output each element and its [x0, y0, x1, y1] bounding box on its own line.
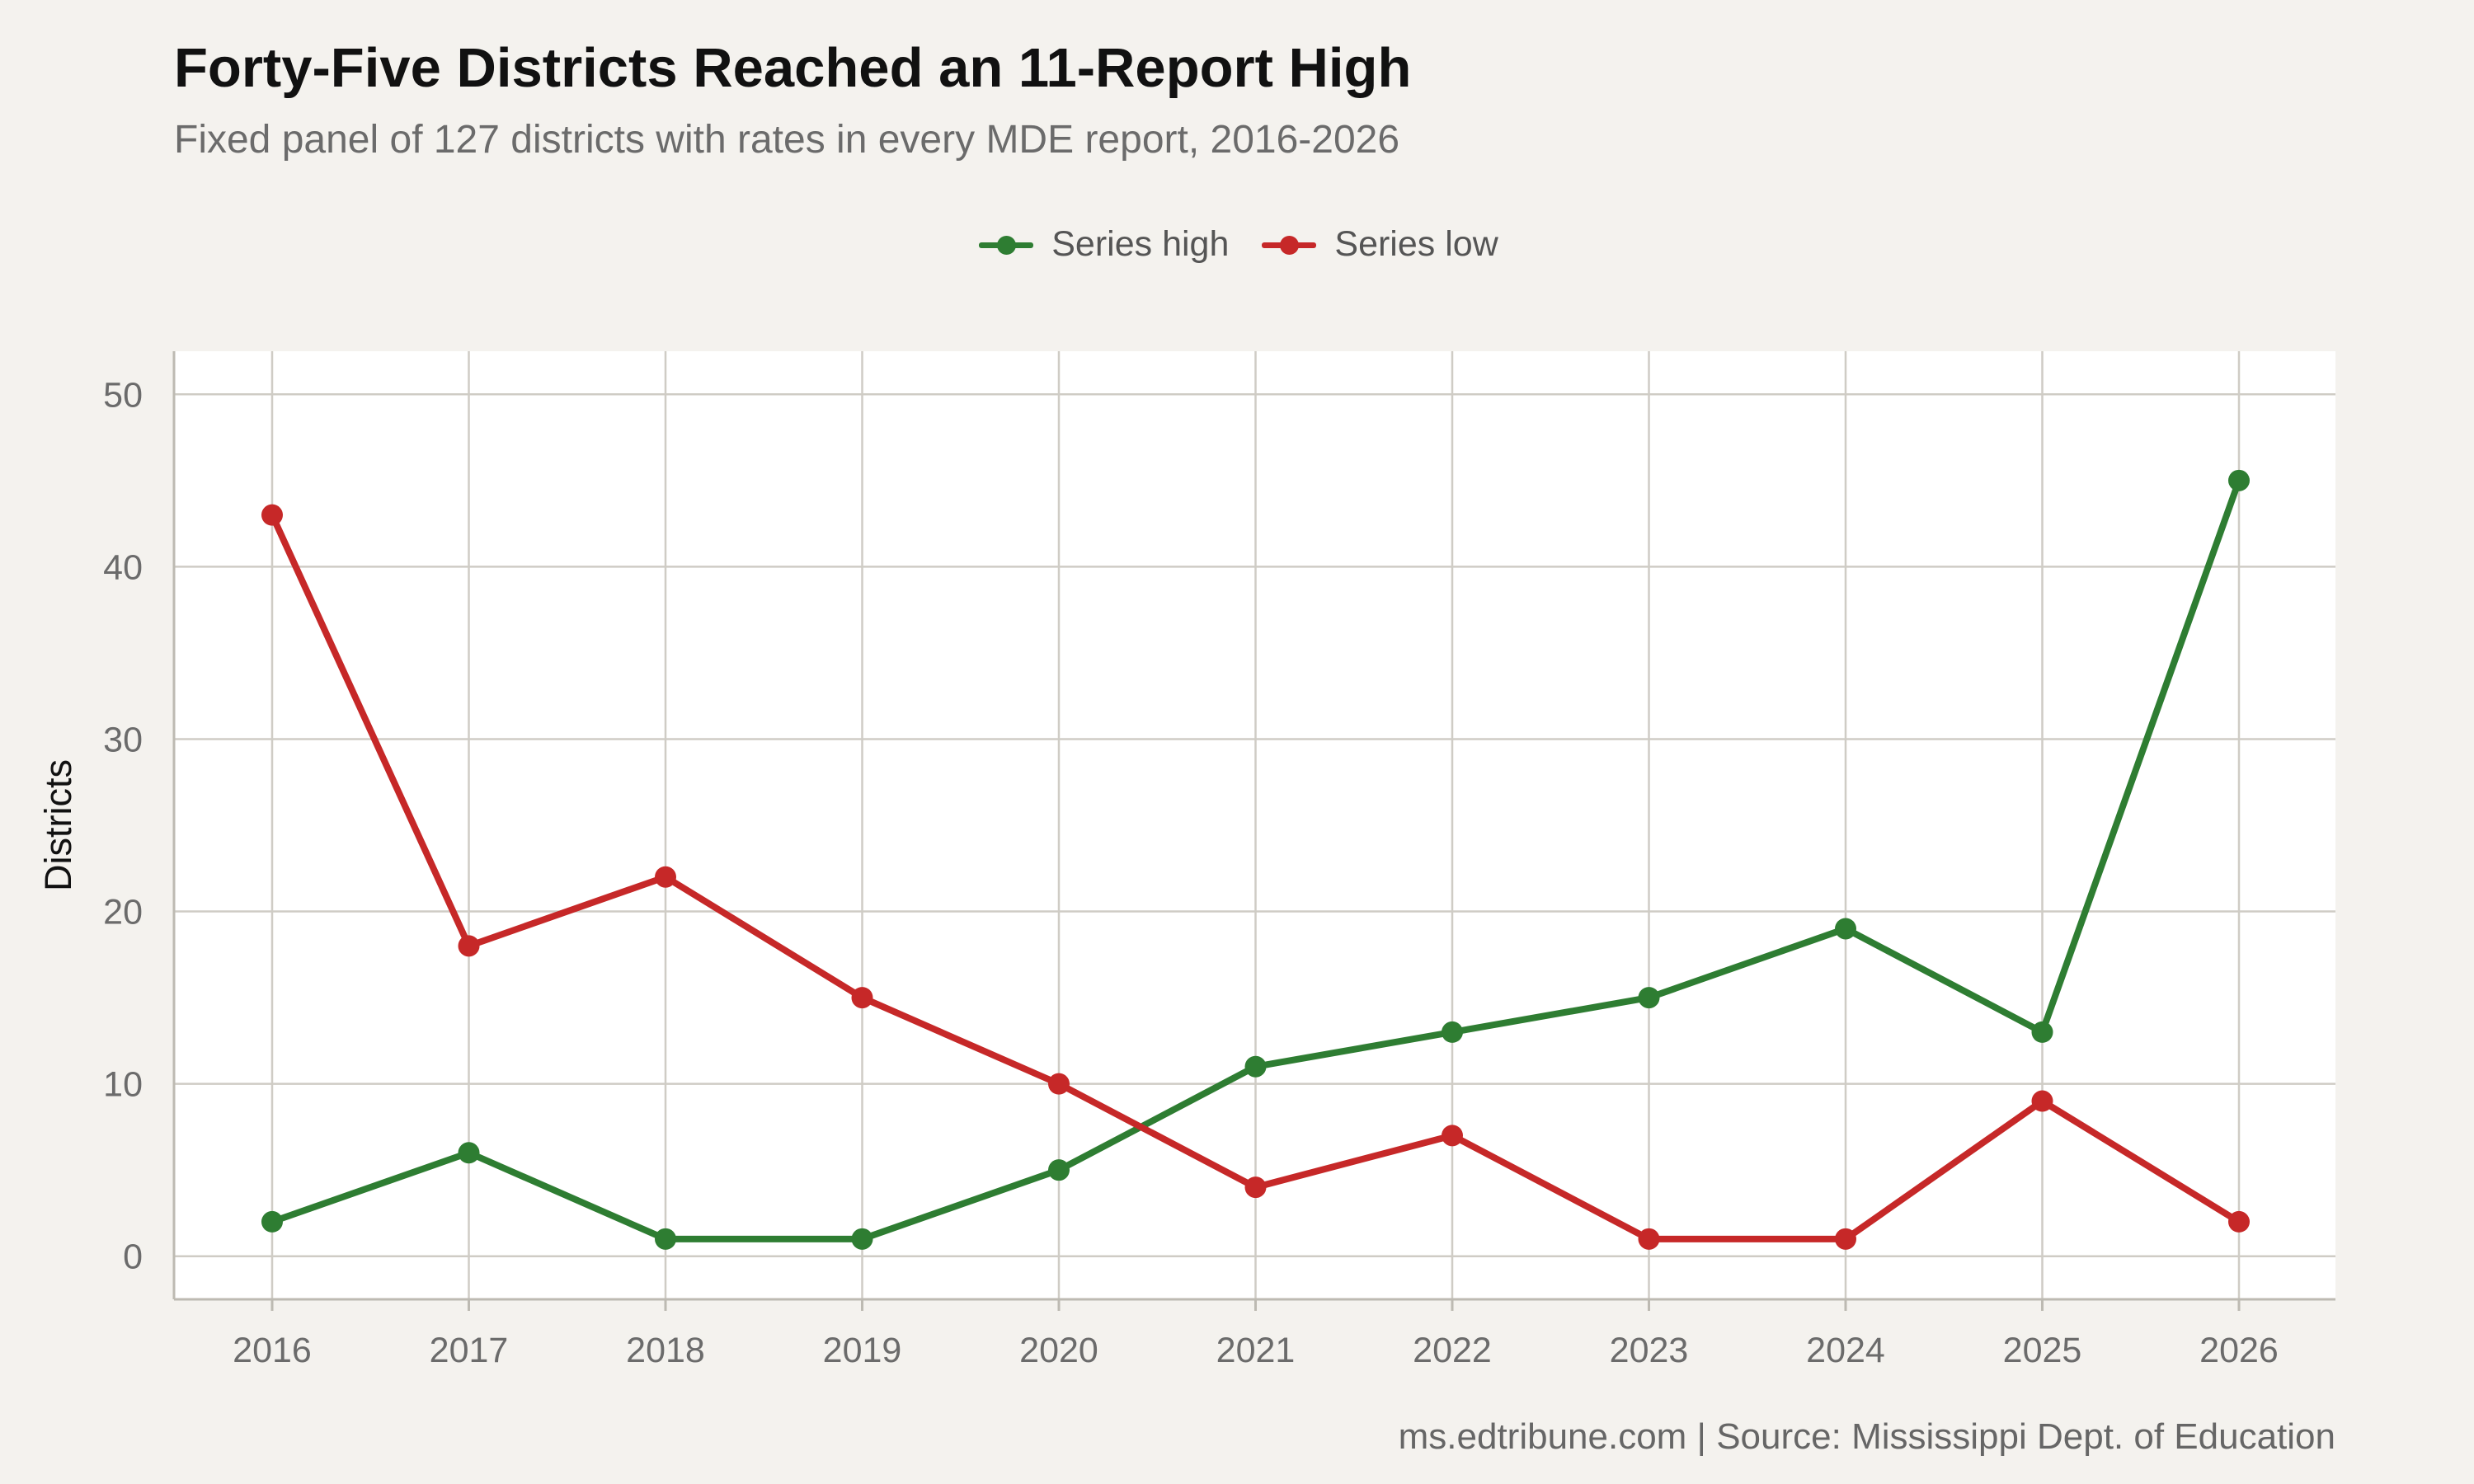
x-tick-label: 2019 — [823, 1331, 902, 1370]
chart-subtitle: Fixed panel of 127 districts with rates … — [174, 118, 1400, 162]
x-tick-label: 2021 — [1216, 1331, 1296, 1370]
data-point-series-high — [851, 1228, 873, 1250]
x-tick-label: 2023 — [1610, 1331, 1689, 1370]
y-tick-label: 50 — [103, 375, 143, 415]
y-tick-label: 10 — [103, 1065, 143, 1105]
legend-key-series-high — [976, 228, 1037, 261]
legend-label-series-high: Series high — [1051, 224, 1230, 264]
x-tick-label: 2024 — [1806, 1331, 1885, 1370]
x-tick-label: 2022 — [1413, 1331, 1492, 1370]
data-point-series-high — [1638, 987, 1660, 1009]
data-point-series-high — [1048, 1159, 1070, 1181]
chart-caption: ms.edtribune.com | Source: Mississippi D… — [1398, 1416, 2335, 1457]
data-point-series-low — [2228, 1210, 2250, 1233]
data-point-series-low — [458, 935, 480, 957]
data-point-series-low — [1442, 1125, 1463, 1147]
y-tick-label: 20 — [103, 893, 143, 932]
x-tick-label: 2018 — [626, 1331, 705, 1370]
data-point-series-low — [1048, 1073, 1070, 1095]
data-point-series-high — [2228, 469, 2250, 491]
legend-item-series-low: Series low — [1258, 224, 1498, 265]
legend-label-series-low: Series low — [1334, 224, 1498, 264]
data-point-series-low — [655, 866, 676, 888]
chart-legend: Series high Series low — [0, 224, 2474, 265]
data-point-series-high — [1442, 1021, 1463, 1043]
y-tick-label: 40 — [103, 547, 143, 587]
data-point-series-high — [458, 1142, 480, 1164]
legend-key-series-low — [1258, 228, 1319, 261]
data-point-series-low — [851, 987, 873, 1009]
y-tick-label: 30 — [103, 720, 143, 759]
y-axis-label: Districts — [37, 759, 79, 891]
data-point-series-low — [261, 504, 283, 526]
data-point-series-high — [655, 1228, 676, 1250]
data-point-series-low — [1638, 1228, 1660, 1250]
data-point-series-high — [2031, 1021, 2053, 1043]
legend-item-series-high: Series high — [976, 224, 1229, 265]
data-point-series-high — [1835, 918, 1856, 940]
data-point-series-low — [1835, 1228, 1856, 1250]
x-tick-label: 2020 — [1019, 1331, 1098, 1370]
data-point-series-low — [2031, 1090, 2053, 1112]
chart-title: Forty-Five Districts Reached an 11-Repor… — [174, 37, 1412, 99]
data-point-series-high — [1244, 1055, 1267, 1078]
y-tick-label: 0 — [123, 1237, 143, 1277]
x-tick-label: 2025 — [2003, 1331, 2082, 1370]
data-point-series-high — [261, 1210, 283, 1233]
x-tick-label: 2017 — [430, 1331, 509, 1370]
x-tick-label: 2016 — [233, 1331, 312, 1370]
data-point-series-low — [1244, 1176, 1267, 1199]
x-tick-label: 2026 — [2199, 1331, 2279, 1370]
